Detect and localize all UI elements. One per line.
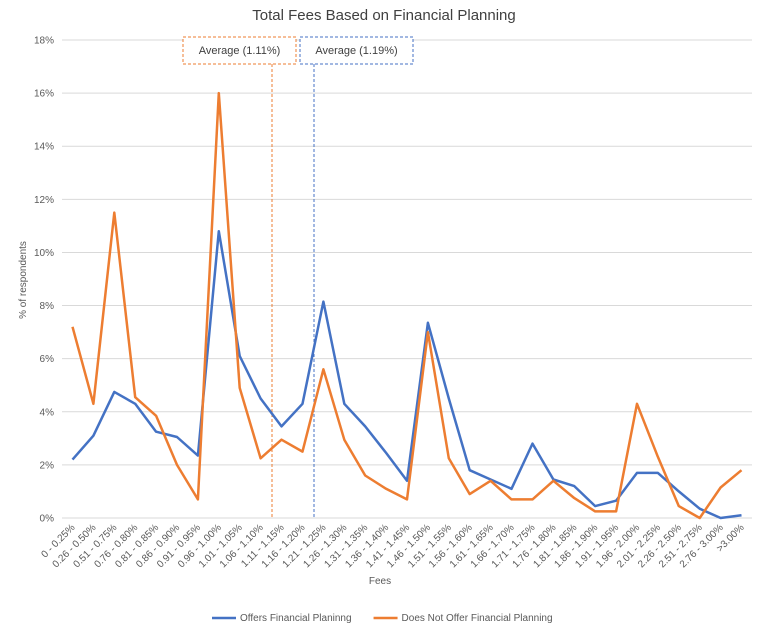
chart-title: Total Fees Based on Financial Planning — [252, 7, 516, 24]
annotation-box — [299, 36, 414, 65]
x-axis-label: Fees — [369, 576, 391, 587]
y-tick-label: 16% — [34, 89, 54, 100]
y-tick-label: 18% — [34, 36, 54, 47]
y-tick-label: 0% — [40, 514, 55, 525]
legend-label: Does Not Offer Financial Planning — [402, 613, 553, 624]
series-line — [71, 91, 743, 520]
series-line — [71, 229, 742, 520]
y-tick-label: 10% — [34, 248, 54, 259]
annotation: Average (1.19%) — [315, 45, 397, 57]
annotation: Average (1.11%) — [199, 45, 281, 57]
y-tick-label: 12% — [34, 195, 54, 206]
y-tick-label: 8% — [40, 301, 55, 312]
y-axis-label: % of respondents — [18, 241, 29, 319]
y-tick-label: 14% — [34, 142, 54, 153]
y-tick-label: 2% — [40, 460, 55, 471]
annotation-box — [182, 36, 297, 65]
legend-label: Offers Financial Planinng — [240, 613, 352, 624]
y-tick-label: 4% — [40, 407, 55, 418]
y-tick-label: 6% — [40, 354, 55, 365]
